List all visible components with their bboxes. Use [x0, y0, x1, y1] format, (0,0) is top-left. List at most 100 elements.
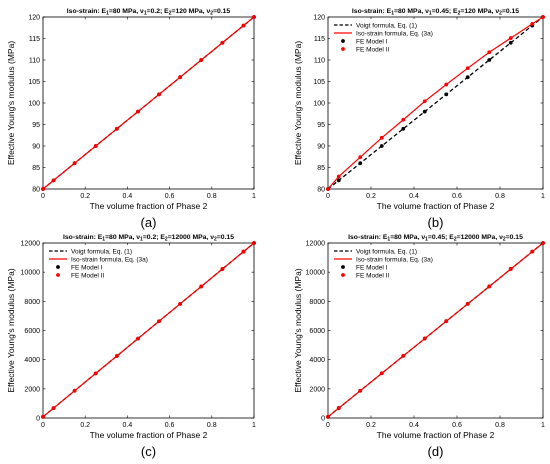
- data-point: [41, 414, 45, 419]
- y-tick-label: 80: [317, 187, 325, 194]
- legend-label: FE Model I: [71, 264, 103, 271]
- title-part: 2: [169, 11, 172, 17]
- data-point: [72, 388, 77, 393]
- data-point: [422, 99, 427, 104]
- y-tick-label: 10000: [21, 270, 41, 277]
- y-tick-label: 110: [29, 58, 40, 65]
- legend-marker: [56, 273, 60, 277]
- data-point: [336, 174, 341, 179]
- legend-marker: [56, 265, 60, 269]
- y-tick-label: 12000: [21, 241, 41, 248]
- x-tick-label: 0.4: [123, 193, 133, 200]
- x-tick-label: 0.6: [452, 193, 462, 200]
- data-point: [241, 249, 246, 254]
- data-point: [379, 144, 384, 148]
- y-tick-label: 80: [32, 187, 40, 194]
- legend-label: Voigt formula, Eq. (1): [71, 248, 132, 255]
- y-axis-label: Effective Young's modulus (MPa): [293, 41, 303, 165]
- y-tick-label: 120: [28, 15, 40, 22]
- title-part: ν: [499, 234, 503, 241]
- y-axis-label: Effective Young's modulus (MPa): [293, 268, 303, 392]
- data-point: [379, 135, 384, 140]
- title-part: 1: [391, 11, 394, 17]
- data-point: [530, 21, 535, 26]
- x-tick-label: 0.2: [80, 193, 90, 200]
- panel-tag: (c): [141, 444, 156, 459]
- data-point: [252, 15, 256, 19]
- y-axis-label: Effective Young's modulus (MPa): [6, 268, 16, 392]
- legend: Voigt formula, Eq. (1)Iso-strain formula…: [330, 245, 440, 281]
- data-point: [51, 406, 56, 411]
- data-point: [465, 66, 470, 71]
- title-part: 1: [144, 11, 147, 17]
- title-part: =80 MPa,: [105, 234, 136, 241]
- x-tick-label: 0.4: [123, 422, 133, 429]
- x-axis-label: The volume fraction of Phase 2: [90, 201, 208, 211]
- title-part: 1: [106, 11, 109, 17]
- y-tick-label: 6000: [24, 328, 40, 335]
- data-point: [401, 126, 406, 131]
- x-tick-label: 0.4: [409, 422, 419, 429]
- title-part: =0.15: [217, 234, 234, 241]
- data-point: [252, 241, 256, 245]
- title-part: =80 MPa,: [394, 8, 425, 15]
- y-tick-label: 8000: [309, 299, 325, 306]
- x-tick-label: 0: [326, 193, 330, 200]
- data-point: [508, 267, 513, 271]
- x-tick-label: 0.6: [165, 422, 175, 429]
- data-point: [465, 75, 470, 80]
- y-tick-label: 105: [313, 79, 325, 86]
- legend: Voigt formula, Eq. (1)Iso-strain formula…: [45, 245, 155, 281]
- data-point: [358, 155, 363, 160]
- x-tick-label: 0.8: [207, 422, 217, 429]
- title-part: ν: [425, 8, 429, 15]
- title-part: 2: [214, 237, 217, 243]
- x-tick-label: 1: [541, 193, 545, 200]
- title-part: 1: [429, 11, 432, 17]
- legend-marker: [341, 265, 345, 269]
- data-point: [136, 109, 140, 114]
- y-tick-label: 115: [314, 36, 325, 43]
- y-tick-label: 12000: [306, 241, 326, 248]
- data-point: [220, 40, 225, 45]
- title-part: =0.2; E: [143, 234, 166, 241]
- x-tick-label: 0.4: [409, 193, 419, 200]
- title-part: ν: [495, 8, 499, 15]
- series-line: [327, 242, 544, 418]
- y-tick-label: 0: [321, 416, 325, 423]
- data-point: [487, 50, 492, 55]
- title-part: ν: [206, 8, 210, 15]
- panel-title: Iso-strain: E1=80 MPa, ν1=0.45; E2=12000…: [348, 234, 523, 243]
- title-part: Iso-strain: E: [352, 8, 392, 15]
- title-part: =12000 MPa,: [457, 234, 500, 241]
- data-point: [508, 40, 513, 45]
- x-tick-label: 0.2: [366, 193, 376, 200]
- x-tick-label: 1: [541, 422, 545, 429]
- x-tick-label: 0.2: [366, 422, 376, 429]
- legend-marker: [341, 39, 345, 43]
- y-tick-label: 120: [313, 15, 325, 22]
- title-part: ν: [136, 234, 140, 241]
- data-point: [401, 353, 406, 358]
- legend-label: FE Model I: [356, 38, 388, 45]
- y-tick-label: 2000: [24, 386, 40, 393]
- legend-label: Voigt formula, Eq. (1): [356, 248, 417, 255]
- legend-marker: [341, 273, 345, 277]
- y-tick-label: 8000: [24, 299, 40, 306]
- legend-label: Voigt formula, Eq. (1): [356, 22, 417, 29]
- data-point: [178, 75, 183, 80]
- chart-panel: Iso-strain: E1=80 MPa, ν1=0.45; E2=120 M…: [293, 8, 545, 230]
- x-tick-label: 0: [41, 422, 45, 429]
- title-part: =120 MPa,: [171, 8, 206, 15]
- data-point: [157, 92, 161, 97]
- title-part: Iso-strain: E: [67, 8, 107, 15]
- data-point: [93, 144, 98, 148]
- title-part: =0.45; E: [432, 8, 458, 15]
- panel-tag: (d): [428, 444, 444, 459]
- title-part: 2: [210, 11, 213, 17]
- series-line: [42, 242, 255, 418]
- x-tick-label: 1: [252, 422, 256, 429]
- x-tick-label: 0.8: [207, 193, 217, 200]
- y-tick-label: 85: [32, 165, 40, 172]
- y-tick-label: 105: [28, 79, 40, 86]
